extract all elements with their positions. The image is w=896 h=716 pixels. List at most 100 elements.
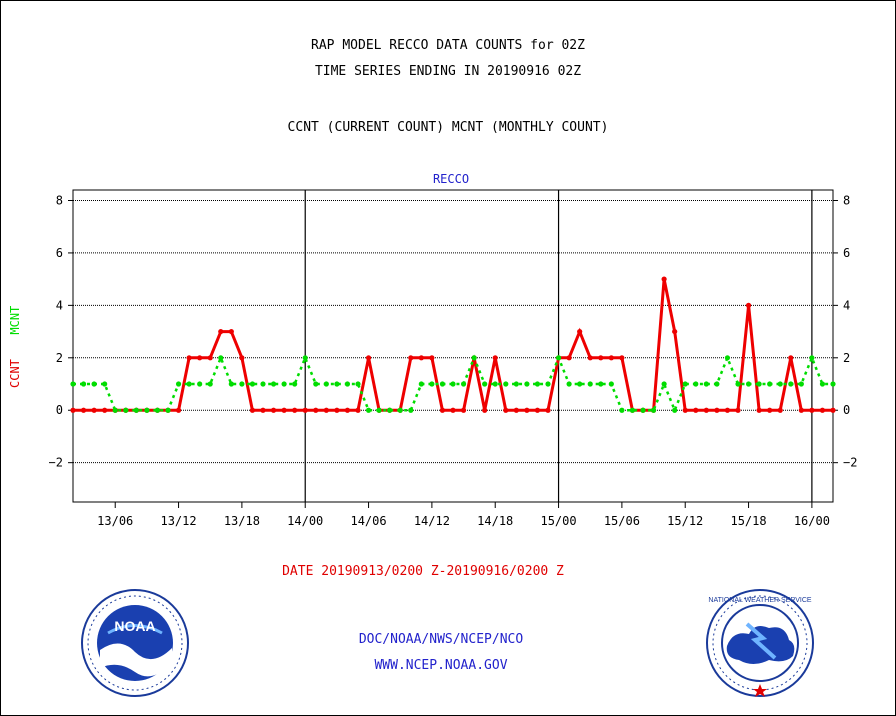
series-point-ccnt: [91, 407, 97, 413]
series-point-mcnt: [102, 381, 108, 387]
series-point-mcnt: [714, 381, 720, 387]
series-point-ccnt: [175, 407, 182, 413]
series-point-mcnt: [408, 407, 414, 413]
series-point-mcnt: [819, 381, 826, 387]
series-point-mcnt: [387, 407, 393, 413]
x-tick-label: 14/12: [414, 514, 450, 528]
y-axis-label-ccnt: CCNT: [8, 359, 22, 388]
org-line: DOC/NOAA/NWS/NCEP/NCO: [358, 632, 524, 647]
series-point-mcnt: [703, 381, 709, 387]
series-point-mcnt: [397, 407, 403, 413]
x-tick-label: 15/12: [667, 514, 703, 528]
series-point-mcnt: [513, 381, 519, 387]
series-point-ccnt: [80, 407, 87, 413]
series-point-mcnt: [344, 381, 351, 387]
series-point-ccnt: [545, 407, 551, 413]
series-point-mcnt: [745, 381, 752, 387]
series-point-ccnt: [408, 355, 414, 361]
y-tick-label-right: 0: [843, 403, 850, 417]
series-point-mcnt: [640, 407, 646, 413]
series-point-ccnt: [70, 407, 76, 413]
series-point-ccnt: [756, 407, 762, 413]
series-point-mcnt: [165, 407, 171, 413]
series-point-ccnt: [365, 355, 372, 361]
series-point-ccnt: [281, 407, 287, 413]
series-point-mcnt: [239, 381, 245, 387]
y-tick-label-right: −2: [843, 456, 857, 470]
series-point-mcnt: [80, 381, 87, 387]
series-point-mcnt: [460, 381, 467, 387]
y-tick-label-left: 6: [56, 246, 63, 260]
series-point-ccnt: [260, 407, 266, 413]
series-point-mcnt: [566, 381, 572, 387]
series-point-mcnt: [830, 381, 836, 387]
url-line: WWW.NCEP.NOAA.GOV: [374, 658, 508, 673]
x-tick-label: 15/18: [730, 514, 766, 528]
series-point-mcnt: [144, 407, 150, 413]
series-point-mcnt: [756, 381, 762, 387]
series-point-ccnt: [323, 407, 329, 413]
series-point-mcnt: [418, 381, 424, 387]
series-point-mcnt: [133, 407, 139, 413]
series-point-mcnt: [313, 381, 319, 387]
x-tick-label: 13/12: [160, 514, 196, 528]
y-tick-label-left: 8: [56, 193, 63, 207]
series-point-ccnt: [302, 407, 308, 413]
series-point-mcnt: [334, 381, 340, 387]
y-tick-label-left: 0: [56, 403, 63, 417]
series-point-ccnt: [777, 407, 783, 413]
series-point-mcnt: [439, 381, 446, 387]
series-point-mcnt: [260, 381, 266, 387]
series-point-mcnt: [503, 381, 509, 387]
series-point-ccnt: [313, 407, 319, 413]
series-point-ccnt: [830, 407, 836, 413]
chart-title-line1: RAP MODEL RECCO DATA COUNTS for 02Z: [311, 38, 585, 53]
series-point-mcnt: [767, 381, 773, 387]
series-point-mcnt: [281, 381, 287, 387]
series-point-mcnt: [429, 381, 435, 387]
series-point-ccnt: [809, 407, 815, 413]
series-point-ccnt: [292, 407, 298, 413]
series-point-ccnt: [577, 328, 583, 335]
series-point-ccnt: [598, 355, 604, 361]
series-point-ccnt: [788, 355, 794, 361]
series-point-mcnt: [608, 381, 614, 387]
series-point-ccnt: [439, 407, 446, 413]
y-tick-label-left: 4: [56, 298, 63, 312]
series-point-ccnt: [102, 407, 108, 413]
series-point-mcnt: [355, 381, 361, 387]
series-point-ccnt: [566, 355, 572, 361]
y-tick-label-right: 8: [843, 193, 850, 207]
series-point-mcnt: [724, 355, 731, 361]
y-tick-label-right: 2: [843, 351, 850, 365]
series-point-mcnt: [524, 381, 530, 387]
y-tick-label-left: −2: [49, 456, 63, 470]
x-tick-label: 15/06: [604, 514, 640, 528]
series-point-ccnt: [355, 407, 361, 413]
series-point-mcnt: [112, 407, 118, 413]
series-point-ccnt: [460, 407, 467, 413]
series-point-ccnt: [534, 407, 541, 413]
series-point-mcnt: [534, 381, 541, 387]
y-axis-label-mcnt: MCNT: [8, 305, 22, 335]
series-point-mcnt: [123, 407, 129, 413]
series-point-mcnt: [376, 407, 382, 413]
series-point-mcnt: [302, 355, 308, 361]
series-point-ccnt: [429, 355, 435, 361]
nws-logo-text: NATIONAL WEATHER SERVICE: [708, 597, 812, 604]
series-point-ccnt: [608, 355, 614, 361]
series-point-mcnt: [292, 381, 298, 387]
series-point-mcnt: [545, 381, 551, 387]
plot-title: RECCO: [432, 172, 470, 186]
x-tick-label: 15/00: [540, 514, 576, 528]
series-point-mcnt: [555, 355, 562, 361]
y-axis-label: CCNT MCNT: [8, 306, 22, 388]
series-point-ccnt: [228, 328, 234, 335]
series-point-ccnt: [218, 328, 224, 335]
plot-border: [72, 189, 834, 503]
series-point-ccnt: [249, 407, 256, 413]
chart-title-line2: TIME SERIES ENDING IN 20190916 02Z: [314, 64, 582, 79]
series-point-ccnt: [819, 407, 826, 413]
series-point-mcnt: [650, 407, 657, 413]
